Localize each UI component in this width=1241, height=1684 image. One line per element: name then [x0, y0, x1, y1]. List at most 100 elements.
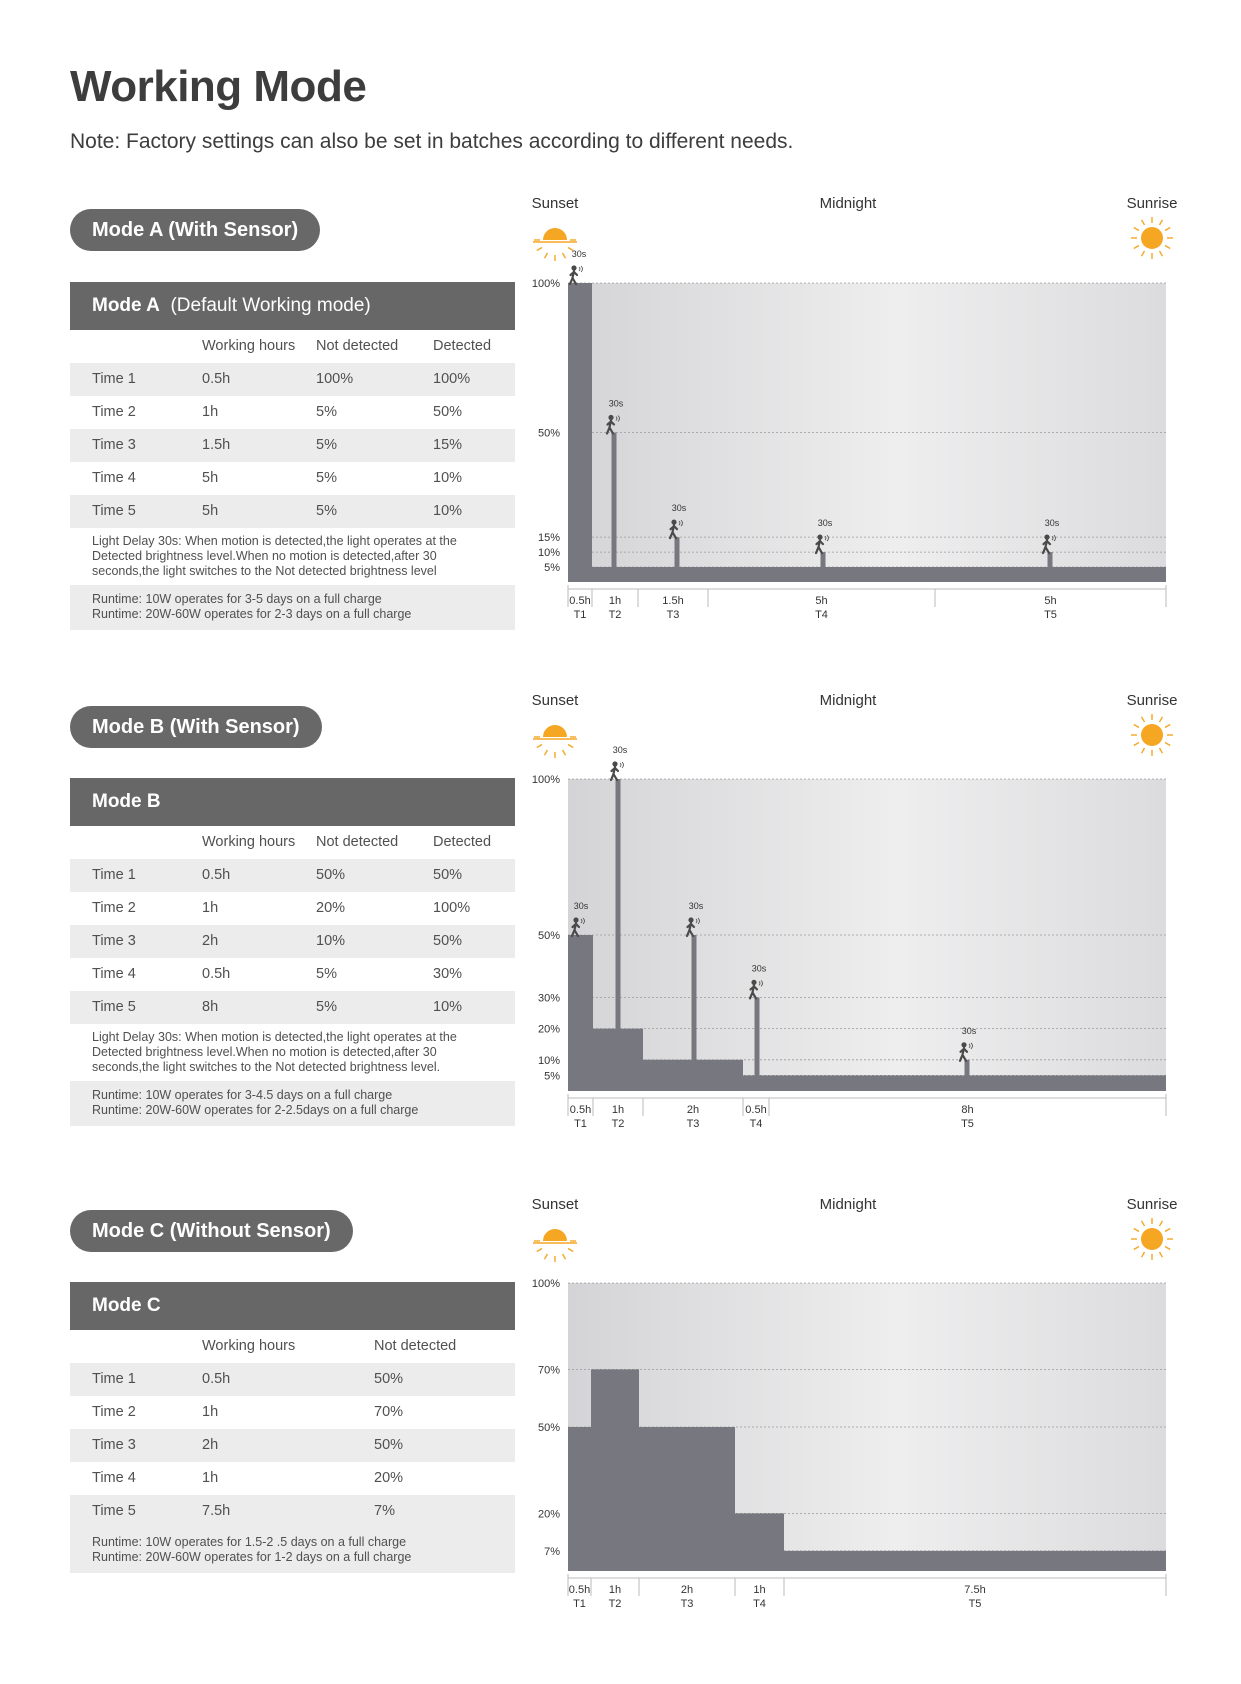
- row-detected: 15%: [433, 437, 463, 453]
- x-period-label: T4: [753, 1598, 766, 1610]
- brightness-area: [568, 1369, 1166, 1571]
- mode-b-header-bold: Mode B: [92, 791, 161, 812]
- row-not-detected: 5%: [316, 503, 337, 519]
- runtime-line: Runtime: 20W-60W operates for 2-3 days o…: [92, 607, 412, 621]
- midnight-label: Midnight: [820, 1196, 878, 1213]
- delay-label: 30s: [752, 963, 767, 973]
- row-detected: 10%: [433, 999, 463, 1015]
- row-not-detected: 50%: [374, 1371, 404, 1387]
- x-period-label: T2: [612, 1118, 625, 1130]
- table-row: Time 5 8h 5% 10%: [70, 991, 515, 1024]
- row-not-detected: 50%: [374, 1437, 404, 1453]
- row-label: Time 2: [92, 1404, 136, 1420]
- row-hours: 0.5h: [202, 371, 231, 387]
- sunset-icon: [543, 228, 567, 240]
- row-not-detected: 50%: [316, 867, 346, 883]
- delay-label: 30s: [572, 249, 587, 259]
- delay-label: 30s: [818, 518, 833, 528]
- runtime-line: Runtime: 10W operates for 1.5-2 .5 days …: [92, 1535, 407, 1549]
- runtime-line: Runtime: 20W-60W operates for 2-2.5days …: [92, 1103, 419, 1117]
- page-title: Working Mode: [70, 62, 367, 111]
- sunrise-label: Sunrise: [1127, 692, 1178, 709]
- row-detected: 50%: [433, 867, 463, 883]
- delay-label: 30s: [613, 745, 628, 755]
- motion-walker-icon: [1041, 533, 1057, 555]
- row-hours: 8h: [202, 999, 219, 1015]
- row-hours: 1h: [202, 404, 219, 420]
- col-not-detected: Not detected: [316, 834, 399, 850]
- sunset-icon-ray: [561, 749, 567, 756]
- row-detected: 30%: [433, 966, 463, 982]
- mode-c-header-bold: Mode C: [92, 1295, 161, 1316]
- y-tick-label: 10%: [538, 547, 560, 559]
- x-period-label: T4: [815, 609, 828, 621]
- sunrise-icon-ray: [1158, 747, 1164, 754]
- y-tick-label: 20%: [538, 1024, 560, 1036]
- row-hours: 5h: [202, 470, 219, 486]
- sunset-icon: [543, 725, 567, 737]
- row-label: Time 1: [92, 867, 136, 883]
- x-period-label: T5: [1044, 609, 1057, 621]
- motion-walker-icon: [668, 518, 684, 540]
- detected-spike: [615, 779, 621, 1091]
- table-row: Time 4 1h 20%: [70, 1462, 515, 1495]
- delay-note-line: seconds,the light switches to the Not de…: [92, 564, 437, 578]
- y-tick-label: 20%: [538, 1508, 560, 1520]
- x-duration-label: 1.5h: [662, 595, 683, 607]
- sunset-icon-ray: [536, 743, 543, 749]
- detected-spike: [754, 997, 760, 1091]
- x-period-label: T5: [961, 1118, 974, 1130]
- row-not-detected: 5%: [316, 999, 337, 1015]
- table-row: Time 2 1h 20% 100%: [70, 892, 515, 925]
- delay-label: 30s: [574, 901, 589, 911]
- table-row: Time 3 1.5h 5% 15%: [70, 429, 515, 462]
- sunrise-icon-ray: [1133, 723, 1140, 729]
- row-hours: 1.5h: [202, 437, 231, 453]
- delay-note: Light Delay 30s: When motion is detected…: [70, 1024, 515, 1081]
- row-label: Time 4: [92, 966, 136, 982]
- col-not-detected: Not detected: [316, 338, 399, 354]
- table-column-headers: Working hours Not detected Detected: [70, 330, 515, 363]
- row-detected: 100%: [433, 900, 471, 916]
- sunset-label: Sunset: [532, 195, 580, 212]
- x-period-label: T2: [609, 609, 622, 621]
- mode-c-table: Mode C Working hours Not detected Time 1…: [70, 1282, 515, 1573]
- y-tick-label: 5%: [544, 562, 560, 574]
- col-detected: Detected: [433, 834, 492, 850]
- x-duration-label: 2h: [681, 1584, 693, 1596]
- sunrise-icon-ray: [1133, 244, 1140, 250]
- table-column-headers: Working hours Not detected Detected: [70, 826, 515, 859]
- y-tick-label: 30%: [538, 992, 560, 1004]
- sunset-icon: [543, 1229, 567, 1241]
- row-not-detected: 70%: [374, 1404, 404, 1420]
- y-tick-label: 50%: [538, 1422, 560, 1434]
- x-duration-label: 5h: [1044, 595, 1056, 607]
- detected-spike: [576, 935, 582, 1091]
- motion-walker-icon: [605, 413, 621, 435]
- row-not-detected: 5%: [316, 470, 337, 486]
- sunrise-icon-ray: [1164, 741, 1171, 747]
- moon-icon: [845, 723, 866, 748]
- x-period-label: T1: [573, 1598, 586, 1610]
- x-duration-label: 8h: [961, 1104, 973, 1116]
- sunrise-icon-ray: [1164, 1227, 1171, 1233]
- delay-note-line: seconds,the light switches to the Not de…: [92, 1060, 441, 1074]
- row-label: Time 5: [92, 999, 136, 1015]
- row-hours: 1h: [202, 1470, 219, 1486]
- row-hours: 5h: [202, 503, 219, 519]
- table-row: Time 4 5h 5% 10%: [70, 462, 515, 495]
- sunset-icon-ray: [536, 1247, 543, 1253]
- row-label: Time 3: [92, 1437, 136, 1453]
- y-tick-label: 100%: [532, 278, 560, 290]
- mode-a-table-header: Mode A (Default Working mode): [70, 282, 515, 330]
- midnight-label: Midnight: [820, 195, 878, 212]
- sunset-icon-ray: [543, 252, 549, 259]
- row-hours: 0.5h: [202, 1371, 231, 1387]
- sunrise-icon-ray: [1164, 244, 1171, 250]
- midnight-label: Midnight: [820, 692, 878, 709]
- table-column-headers: Working hours Not detected: [70, 1330, 515, 1363]
- delay-label: 30s: [962, 1026, 977, 1036]
- sunrise-icon-ray: [1158, 250, 1164, 257]
- sunrise-icon-ray: [1140, 1220, 1146, 1227]
- x-period-label: T5: [969, 1598, 982, 1610]
